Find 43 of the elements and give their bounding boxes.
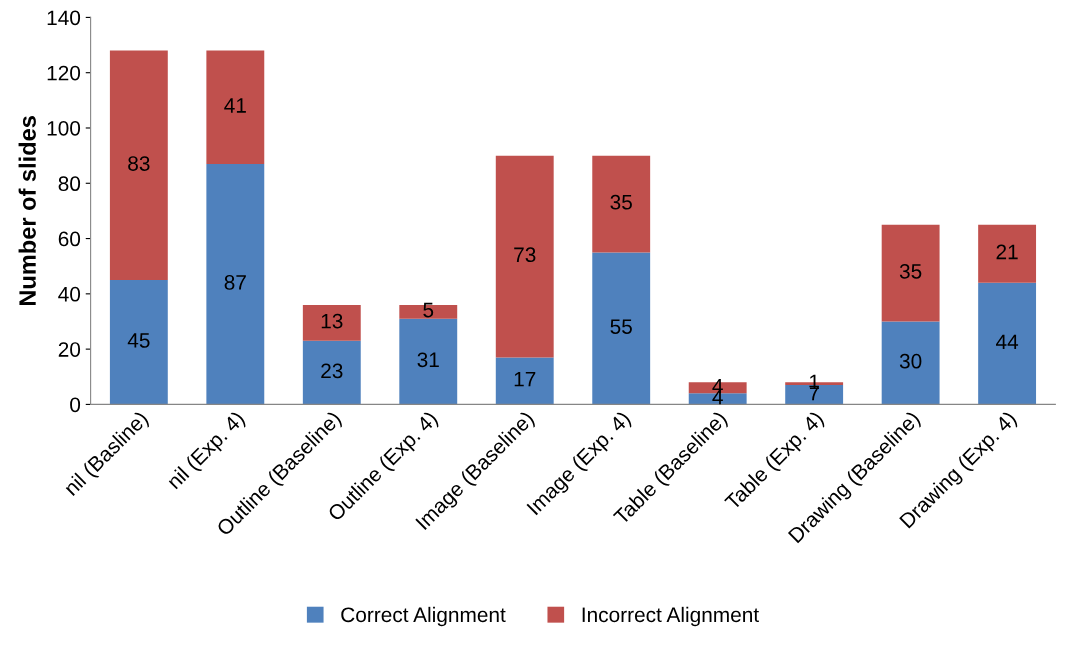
y-tick-label: 20: [58, 342, 81, 357]
data-label: 35: [610, 194, 632, 210]
y-tick-label: 80: [58, 176, 81, 192]
bar: [399, 318, 458, 405]
bar: [399, 304, 458, 319]
legend-label: Correct Alignment: [341, 606, 506, 627]
data-label: 21: [996, 244, 1018, 260]
bar: [495, 155, 554, 358]
y-tick-label: 100: [47, 120, 81, 136]
bar: [978, 282, 1037, 405]
data-label: 35: [899, 263, 922, 279]
bar: [592, 252, 651, 405]
y-tick-label: 120: [47, 65, 81, 81]
bar: [978, 224, 1037, 283]
y-tick-label: 60: [58, 231, 81, 247]
bar: [881, 224, 940, 322]
bar: [495, 357, 554, 405]
bar: [302, 340, 361, 405]
data-label: 41: [224, 98, 246, 113]
y-axis-title: Number of slides: [18, 116, 36, 306]
data-label: 73: [514, 247, 536, 263]
data-label: 44: [996, 334, 1019, 349]
data-label: 87: [224, 275, 246, 290]
data-label: 55: [610, 319, 632, 334]
data-label: 83: [128, 156, 150, 171]
bar: [109, 280, 168, 405]
bar: [302, 304, 361, 341]
legend-label: Incorrect Alignment: [582, 606, 759, 627]
bar: [109, 50, 168, 281]
bar: [592, 155, 651, 253]
data-label: 31: [417, 352, 439, 368]
y-tick-label: 140: [47, 10, 81, 26]
y-tick-label: 0: [70, 397, 81, 413]
bar: [206, 163, 265, 405]
bar: [206, 50, 265, 164]
data-label: 23: [321, 363, 343, 379]
y-tick-label: 40: [58, 286, 81, 302]
data-label: 45: [127, 333, 150, 348]
bar: [881, 321, 940, 405]
data-label: 13: [321, 313, 343, 329]
data-label: 17: [514, 371, 536, 387]
data-label: 30: [899, 353, 922, 369]
data-label: 5: [423, 302, 434, 318]
